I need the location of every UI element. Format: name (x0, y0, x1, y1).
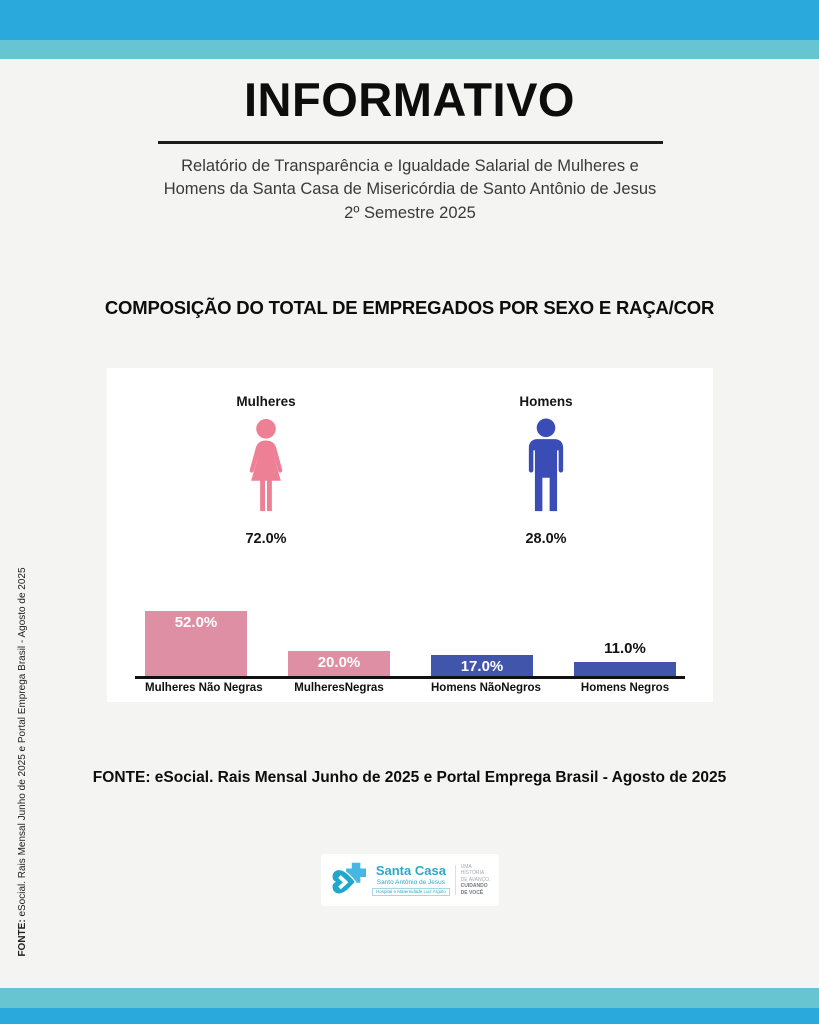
bar-mulheres-nao-negras: 52.0% (145, 611, 247, 676)
logo-text-block: Santa Casa Santo Antônio de Jesus Hospit… (372, 864, 450, 896)
chart-title: COMPOSIÇÃO DO TOTAL DE EMPREGADOS POR SE… (104, 297, 715, 318)
bar-value-label: 52.0% (174, 614, 218, 631)
bar-value-label: 20.0% (317, 654, 361, 671)
category-labels: Mulheres Não Negras MulheresNegras Homen… (145, 682, 676, 694)
pictogram-men: Homens 28.0% (461, 394, 631, 547)
bottom-stripe-light (0, 988, 819, 1008)
bar-value-label: 17.0% (460, 657, 504, 675)
bottom-stripe-dark (0, 1008, 819, 1024)
logo-slogan: UMA HISTÓRIA DE AVANÇO, CUIDANDO DE VOCÊ (461, 864, 491, 897)
woman-icon (234, 418, 298, 516)
pictogram-women: Mulheres 72.0% (181, 394, 351, 547)
bar-mulheres-negras: 20.0% (288, 651, 390, 676)
pictogram-women-value: 72.0% (245, 531, 287, 547)
x-axis-line (135, 676, 685, 679)
side-source-text: FONTE: eSocial. Rais Mensal Junho de 202… (17, 562, 31, 962)
santa-casa-logo-icon (329, 859, 367, 902)
source-text: FONTE: eSocial. Rais Mensal Junho de 202… (92, 769, 727, 786)
pictogram-women-label: Mulheres (236, 394, 296, 409)
logo-divider (454, 865, 456, 895)
bar-value-label: 11.0% (604, 640, 646, 658)
bar-homens-nao-negros: 17.0% (431, 654, 533, 676)
logo-subname: Santo Antônio de Jesus (376, 878, 446, 886)
category-label: MulheresNegras (294, 682, 384, 694)
logo-name: Santa Casa (375, 863, 446, 879)
top-stripe-light (0, 40, 819, 59)
category-label: Homens NãoNegros (431, 682, 541, 694)
bar-homens-negros: 11.0% (574, 640, 676, 676)
pictogram-men-value: 28.0% (525, 531, 567, 547)
pictogram-men-label: Homens (519, 394, 573, 409)
category-label: Homens Negros (580, 682, 670, 694)
side-source-prefix: FONTE: (17, 919, 28, 957)
page-title: INFORMATIVO (244, 73, 575, 126)
logo-slogan-light: UMA HISTÓRIA DE AVANÇO, (460, 863, 491, 883)
logo-slogan-bold: CUIDANDO DE VOCÊ (460, 883, 488, 896)
santa-casa-logo: Santa Casa Santo Antônio de Jesus Hospit… (321, 854, 499, 906)
man-icon (514, 418, 578, 516)
bar-chart: 52.0% 20.0% 17.0% 11.0% (145, 611, 676, 676)
chart-card: Mulheres 72.0% Homens 28.0% (107, 368, 713, 702)
top-stripe-dark (0, 0, 819, 40)
subtitle: Relatório de Transparência e Igualdade S… (163, 157, 657, 222)
category-label: Mulheres Não Negras (145, 682, 263, 694)
title-divider (158, 141, 663, 144)
side-source-body: eSocial. Rais Mensal Junho de 2025 e Por… (17, 567, 28, 920)
logo-tagline: Hospital e Maternidade Luiz Argolo (372, 887, 450, 896)
